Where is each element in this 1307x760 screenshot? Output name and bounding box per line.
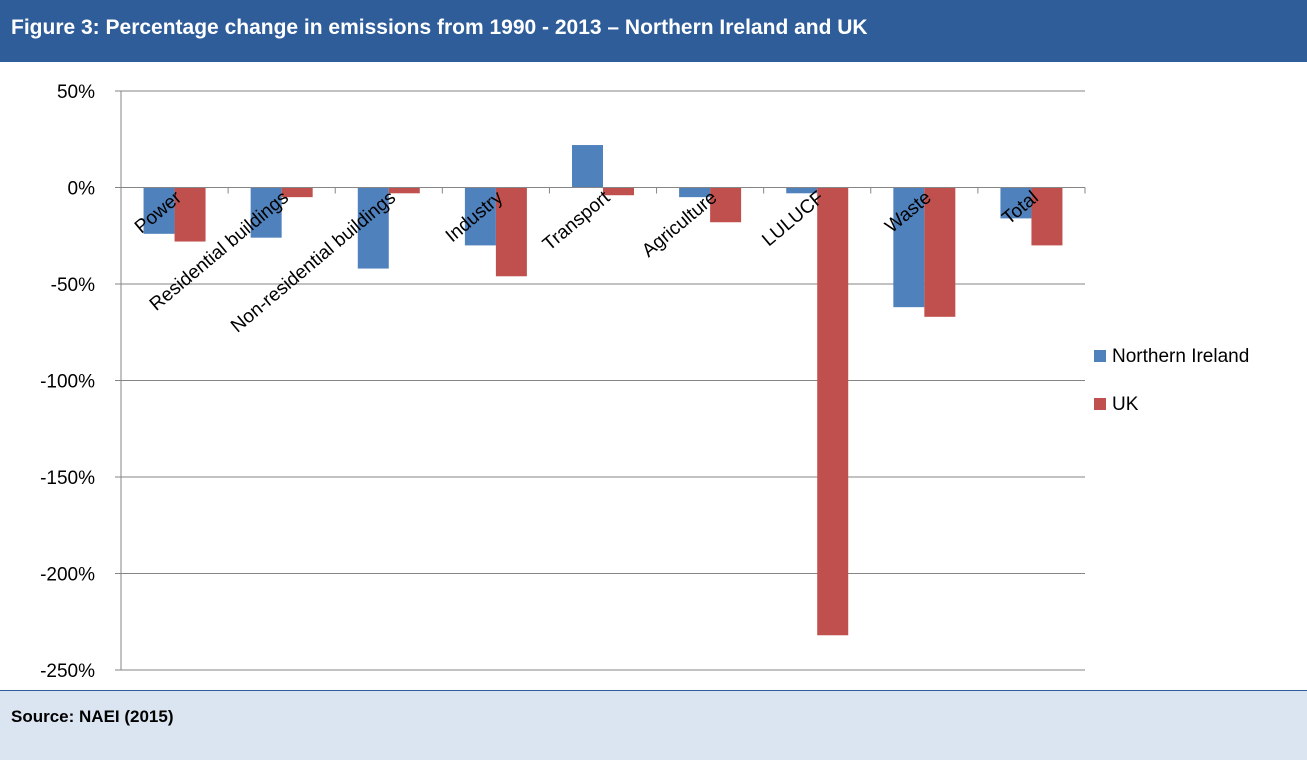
bar-northern-ireland bbox=[893, 187, 925, 308]
bar-uk bbox=[924, 187, 956, 317]
x-category-label: Transport bbox=[539, 187, 615, 255]
bar-northern-ireland bbox=[786, 187, 818, 194]
y-tick-label: -50% bbox=[51, 275, 95, 296]
legend-swatch bbox=[1094, 350, 1106, 362]
bar-northern-ireland bbox=[572, 145, 603, 188]
y-tick-label: -150% bbox=[40, 468, 95, 489]
figure-title-bar: Figure 3: Percentage change in emissions… bbox=[0, 0, 1307, 62]
bar-northern-ireland bbox=[143, 187, 175, 234]
x-category-label: Agriculture bbox=[638, 187, 721, 261]
bar-northern-ireland bbox=[357, 187, 389, 269]
bar-northern-ireland bbox=[1000, 187, 1032, 219]
bar-uk bbox=[388, 187, 420, 194]
bar-uk bbox=[495, 187, 527, 277]
bar-uk bbox=[817, 187, 849, 636]
bar-northern-ireland bbox=[464, 187, 496, 246]
bar-uk bbox=[174, 187, 206, 242]
bar-northern-ireland bbox=[250, 187, 282, 238]
y-tick-label: 0% bbox=[68, 179, 96, 200]
bar-uk bbox=[710, 187, 742, 223]
bar-chart: 50%0%-50%-100%-150%-200%-250%PowerReside… bbox=[40, 82, 1249, 682]
figure-title: Figure 3: Percentage change in emissions… bbox=[11, 16, 868, 39]
bar-uk bbox=[603, 187, 634, 196]
source-bar: Source: NAEI (2015) bbox=[0, 690, 1307, 760]
bar-northern-ireland bbox=[679, 187, 711, 198]
y-tick-label: 50% bbox=[57, 82, 95, 103]
legend-label: Northern Ireland bbox=[1112, 346, 1249, 367]
y-tick-label: -200% bbox=[40, 565, 95, 586]
bar-uk bbox=[1031, 187, 1063, 246]
bar-uk bbox=[281, 187, 313, 198]
chart-area: 50% 0% -50% -100% -150% -200% -250% Power Reside… bbox=[0, 62, 1307, 690]
y-tick-label: -100% bbox=[40, 372, 95, 393]
legend-label: UK bbox=[1112, 394, 1139, 415]
source-note: Source: NAEI (2015) bbox=[11, 707, 174, 726]
legend-swatch bbox=[1094, 398, 1106, 410]
y-tick-label: -250% bbox=[40, 661, 95, 682]
